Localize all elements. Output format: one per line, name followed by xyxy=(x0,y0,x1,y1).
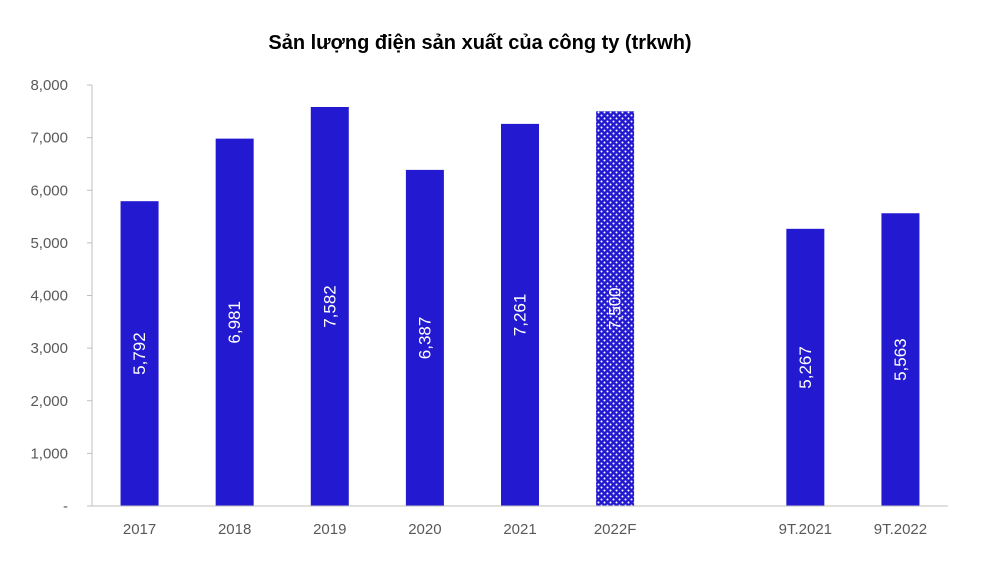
bar-data-label: 6,387 xyxy=(415,317,434,360)
chart-title: Sản lượng điện sản xuất của công ty (trk… xyxy=(268,32,691,54)
bars: 5,792 6,981 7,582 6,387 7,261 7,500 5,267 5,563 xyxy=(120,106,920,507)
y-tick-label: - xyxy=(63,498,68,515)
bar-2017 xyxy=(120,201,159,507)
x-tick-label: 2019 xyxy=(313,521,346,538)
bar-data-label: 5,792 xyxy=(130,332,149,375)
y-tick-label: 3,000 xyxy=(30,340,68,357)
y-tick-label: 2,000 xyxy=(30,393,68,410)
bar-9t-2021 xyxy=(786,228,825,506)
x-tick-label: 2017 xyxy=(123,521,156,538)
bar-2019 xyxy=(310,106,349,506)
bar-data-label: 7,500 xyxy=(606,287,625,330)
bar-data-label: 5,563 xyxy=(891,338,910,381)
y-tick-label: 5,000 xyxy=(30,235,68,252)
bar-2020 xyxy=(405,169,444,506)
bar-2021 xyxy=(501,123,539,506)
x-tick-label: 9T.2021 xyxy=(779,521,832,538)
y-tick-label: 4,000 xyxy=(30,288,68,305)
bar-data-label: 5,267 xyxy=(796,346,815,389)
x-tick-label: 2022F xyxy=(594,521,637,538)
x-tick-label: 2020 xyxy=(408,521,441,538)
x-axis: 2017 2018 2019 2020 2021 2022F 9T.2021 9T.2022 xyxy=(92,505,948,538)
bar-data-label: 7,582 xyxy=(320,285,339,328)
bar-2018 xyxy=(215,138,254,506)
bar-data-label: 7,261 xyxy=(511,294,530,337)
x-tick-label: 2021 xyxy=(503,521,536,538)
bar-data-label: 6,981 xyxy=(225,301,244,344)
y-tick-label: 6,000 xyxy=(30,182,68,199)
bar-2022f xyxy=(596,111,635,506)
x-tick-label: 9T.2022 xyxy=(874,521,927,538)
y-tick-label: 1,000 xyxy=(30,445,68,462)
y-axis: - 1,000 2,000 3,000 4,000 5,000 6,000 7,000 8,00… xyxy=(30,77,93,515)
y-tick-label: 7,000 xyxy=(30,130,68,147)
x-tick-label: 2018 xyxy=(218,521,251,538)
y-tick-label: 8,000 xyxy=(30,77,68,94)
bar-9t-2022 xyxy=(881,213,920,506)
